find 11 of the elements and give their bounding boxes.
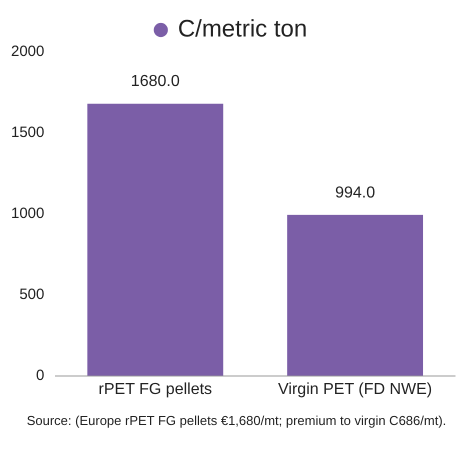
data-label: 1680.0 (130, 73, 180, 90)
y-tick-label: 1000 (10, 205, 44, 222)
y-tick-label: 0 (36, 366, 44, 384)
data-label: 994.0 (335, 184, 376, 202)
x-tick-label: rPET FG pellets (98, 380, 212, 398)
legend-label: C/metric ton (178, 16, 308, 43)
y-tick-label: 2000 (10, 43, 44, 60)
x-tick-label: Virgin PET (FD NWE) (278, 380, 432, 398)
y-tick-label: 1500 (10, 124, 44, 142)
y-tick-label: 500 (19, 286, 44, 303)
source-note: Source: (Europe rPET FG pellets €1,680/mt; premium to virgin C686/mt). (26, 413, 448, 428)
